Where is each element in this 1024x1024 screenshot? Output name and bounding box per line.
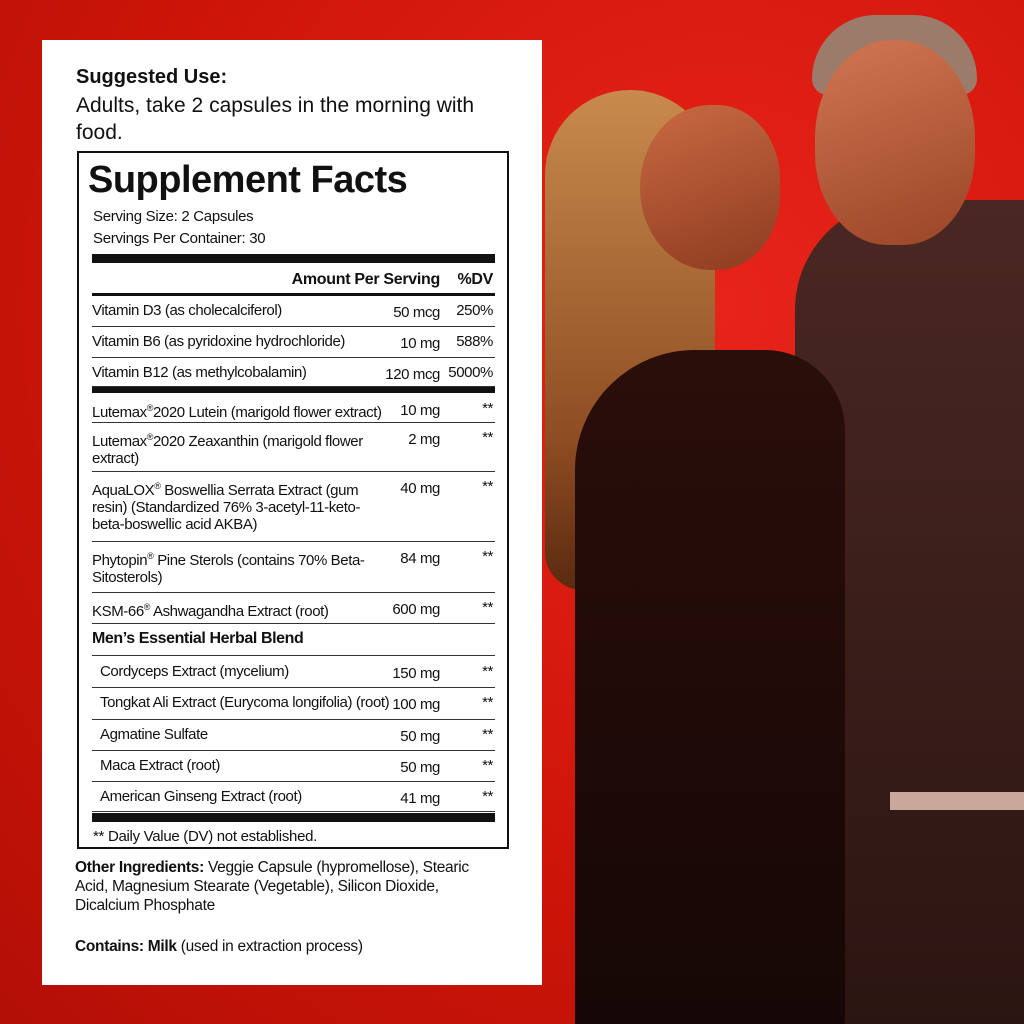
blend-header-row: Men’s Essential Herbal Blend xyxy=(92,624,495,656)
nutrient-amount: 40 mg xyxy=(400,480,440,497)
ingredient-dv: ** xyxy=(482,788,493,805)
nutrient-row: Vitamin B12 (as methylcobalamin) 120 mcg… xyxy=(92,358,495,387)
nutrient-name: AquaLOX® Boswellia Serrata Extract (gum … xyxy=(92,481,361,533)
woman-figure xyxy=(575,350,845,1024)
ingredient-amount: 50 mg xyxy=(400,759,440,776)
nutrient-row: Phytopin® Pine Sterols (contains 70% Bet… xyxy=(92,542,495,593)
nutrient-dv: 250% xyxy=(456,302,493,319)
ingredient-name: Cordyceps Extract (mycelium) xyxy=(100,663,289,680)
nutrient-name: Phytopin® Pine Sterols (contains 70% Bet… xyxy=(92,551,365,586)
supplement-facts-panel: Supplement Facts Serving Size: 2 Capsule… xyxy=(77,151,509,849)
jacket-stripe xyxy=(890,792,1024,810)
ingredient-dv: ** xyxy=(482,663,493,680)
nutrient-row: Vitamin D3 (as cholecalciferol) 50 mcg 2… xyxy=(92,296,495,327)
nutrient-amount: 10 mg xyxy=(400,402,440,419)
nutrient-row: Vitamin B6 (as pyridoxine hydrochloride)… xyxy=(92,327,495,358)
amount-header: Amount Per Serving xyxy=(291,271,441,288)
serving-size: Serving Size: 2 Capsules xyxy=(93,208,254,225)
nutrient-amount: 600 mg xyxy=(392,601,440,618)
nutrient-row: AquaLOX® Boswellia Serrata Extract (gum … xyxy=(92,472,495,542)
nutrient-name: Vitamin B6 (as pyridoxine hydrochloride) xyxy=(92,333,346,350)
nutrient-row: Lutemax®2020 Zeaxanthin (marigold flower… xyxy=(92,423,495,472)
ingredient-dv: ** xyxy=(482,726,493,743)
ingredient-amount: 50 mg xyxy=(400,728,440,745)
nutrient-dv: 5000% xyxy=(448,364,493,381)
other-ingredients-text: Veggie Capsule (hypromellose), Stearic A… xyxy=(75,859,469,914)
contains-text: (used in extraction process) xyxy=(180,938,363,955)
nutrient-dv: 588% xyxy=(456,333,493,350)
nutrient-name: Vitamin B12 (as methylcobalamin) xyxy=(92,364,307,381)
nutrient-dv: ** xyxy=(482,548,493,565)
ingredient-amount: 150 mg xyxy=(392,665,440,682)
blend-row: American Ginseng Extract (root) 41 mg ** xyxy=(92,782,495,812)
other-ingredients: Other Ingredients: Veggie Capsule (hypro… xyxy=(75,858,495,915)
label-card: Suggested Use: Adults, take 2 capsules i… xyxy=(42,40,542,985)
ingredient-name: Agmatine Sulfate xyxy=(100,726,208,743)
nutrient-dv: ** xyxy=(482,478,493,495)
nutrient-amount: 50 mcg xyxy=(393,304,440,321)
woman-face xyxy=(640,105,780,270)
nutrient-row: KSM-66® Ashwagandha Extract (root) 600 m… xyxy=(92,593,495,624)
nutrient-dv: ** xyxy=(482,599,493,616)
contains-label: Contains: Milk xyxy=(75,938,177,955)
thick-divider xyxy=(92,387,495,393)
nutrient-amount: 120 mcg xyxy=(385,366,440,383)
servings-per-container: Servings Per Container: 30 xyxy=(93,230,266,247)
ingredient-amount: 41 mg xyxy=(400,790,440,807)
nutrient-name: Vitamin D3 (as cholecalciferol) xyxy=(92,302,282,319)
nutrient-name: Lutemax®2020 Zeaxanthin (marigold flower… xyxy=(92,432,363,467)
ingredient-dv: ** xyxy=(482,694,493,711)
blend-row: Cordyceps Extract (mycelium) 150 mg ** xyxy=(92,657,495,688)
suggested-use-heading: Suggested Use: xyxy=(76,66,228,88)
nutrient-name: KSM-66® Ashwagandha Extract (root) xyxy=(92,602,329,620)
nutrient-amount: 84 mg xyxy=(400,550,440,567)
blend-row: Agmatine Sulfate 50 mg ** xyxy=(92,720,495,751)
ingredient-name: Maca Extract (root) xyxy=(100,757,220,774)
nutrient-dv: ** xyxy=(482,429,493,446)
nutrient-row: Lutemax®2020 Lutein (marigold flower ext… xyxy=(92,394,495,423)
thick-divider xyxy=(92,254,495,263)
column-header: Amount Per Serving %DV xyxy=(92,267,495,293)
other-ingredients-label: Other Ingredients: xyxy=(75,859,204,876)
blend-title: Men’s Essential Herbal Blend xyxy=(92,630,304,647)
ingredient-amount: 100 mg xyxy=(392,696,440,713)
blend-row: Maca Extract (root) 50 mg ** xyxy=(92,751,495,782)
nutrient-amount: 10 mg xyxy=(400,335,440,352)
nutrient-amount: 2 mg xyxy=(408,431,440,448)
ingredient-dv: ** xyxy=(482,757,493,774)
man-face xyxy=(815,40,975,245)
dv-header: %DV xyxy=(457,271,493,288)
nutrient-name: Lutemax®2020 Lutein (marigold flower ext… xyxy=(92,403,382,421)
divider xyxy=(92,293,495,296)
suggested-use-text: Adults, take 2 capsules in the morning w… xyxy=(76,94,475,144)
ingredient-name: Tongkat Ali Extract (Eurycoma longifolia… xyxy=(100,694,390,711)
thick-divider xyxy=(92,813,495,822)
ingredient-name: American Ginseng Extract (root) xyxy=(100,788,302,805)
footnote: ** Daily Value (DV) not established. xyxy=(93,828,318,845)
allergen-statement: Contains: Milk (used in extraction proce… xyxy=(75,938,363,956)
blend-row: Tongkat Ali Extract (Eurycoma longifolia… xyxy=(92,688,495,720)
facts-title: Supplement Facts xyxy=(88,159,408,201)
nutrient-dv: ** xyxy=(482,400,493,417)
